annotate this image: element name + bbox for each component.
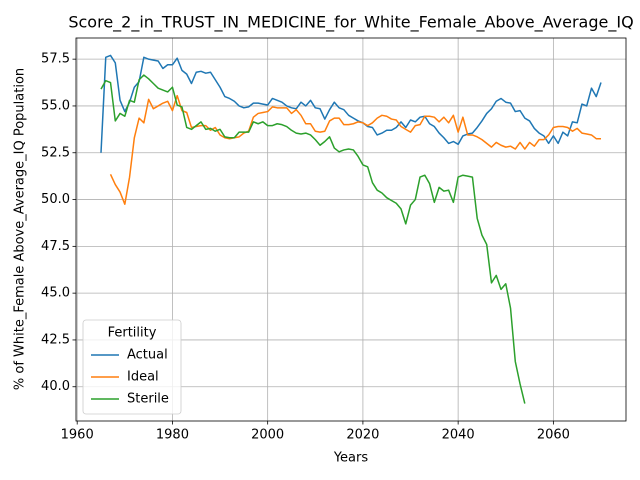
y-tick-label: 45.0 — [41, 286, 70, 301]
legend-box — [82, 319, 182, 415]
legend-label: Sterile — [127, 392, 169, 407]
y-axis-label: % of White_Female Above_Average_IQ Popul… — [13, 68, 28, 390]
x-tick-label: 2060 — [537, 428, 570, 443]
series-line — [100, 74, 526, 404]
x-tick-label: 1980 — [156, 428, 189, 443]
y-tick-label: 57.5 — [41, 52, 70, 67]
x-axis-label: Years — [333, 451, 369, 466]
y-tick-label: 52.5 — [41, 145, 70, 160]
series-line — [100, 54, 602, 153]
y-tick-label: 47.5 — [41, 239, 70, 254]
axes-frame — [75, 37, 627, 422]
y-tick-label: 55.0 — [41, 98, 70, 113]
chart-title: Score_2_in_TRUST_IN_MEDICINE_for_White_F… — [68, 13, 633, 33]
y-tick-label: 42.5 — [41, 332, 70, 347]
x-tick-label: 2020 — [346, 428, 379, 443]
x-tick-label: 2000 — [251, 428, 284, 443]
legend-label: Actual — [127, 348, 168, 363]
legend-title: Fertility — [108, 326, 157, 341]
legend: Fertility Actual Ideal Sterile — [82, 319, 182, 415]
x-tick-label: 1960 — [61, 428, 94, 443]
series-line — [109, 94, 601, 205]
y-tick-label: 40.0 — [41, 379, 70, 394]
x-tick-label: 2040 — [442, 428, 475, 443]
y-tick-label: 50.0 — [41, 192, 70, 207]
legend-label: Ideal — [127, 370, 159, 385]
